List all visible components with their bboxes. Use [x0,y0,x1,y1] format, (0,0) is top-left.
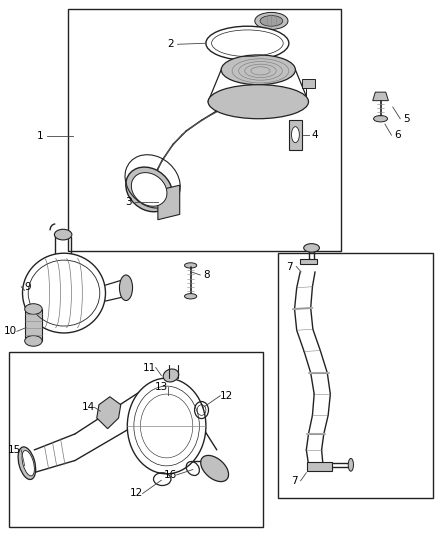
Text: 2: 2 [168,39,174,49]
Polygon shape [158,185,180,220]
Ellipse shape [25,304,42,314]
Ellipse shape [131,173,167,206]
Ellipse shape [184,263,197,268]
Ellipse shape [184,294,197,299]
Text: 5: 5 [403,114,410,124]
Ellipse shape [221,55,295,85]
Ellipse shape [127,378,206,474]
Text: 12: 12 [220,391,233,401]
Polygon shape [373,92,389,101]
Ellipse shape [304,244,319,252]
Text: 11: 11 [142,362,156,373]
Text: 14: 14 [81,402,95,413]
Bar [10,352,263,527]
Ellipse shape [374,116,388,122]
Ellipse shape [126,167,173,212]
Text: 10: 10 [4,326,17,336]
Ellipse shape [22,253,106,333]
Polygon shape [289,120,302,150]
Ellipse shape [25,336,42,346]
Polygon shape [25,309,42,341]
Ellipse shape [348,458,353,471]
Text: 6: 6 [395,130,401,140]
Polygon shape [97,397,121,429]
Text: 15: 15 [8,445,21,455]
Ellipse shape [163,369,179,382]
Ellipse shape [291,127,299,143]
Ellipse shape [201,455,229,482]
Polygon shape [302,79,315,88]
Text: 12: 12 [129,489,143,498]
Ellipse shape [255,12,288,29]
Ellipse shape [54,229,72,240]
Ellipse shape [22,450,34,476]
Bar [68,9,341,251]
Text: 3: 3 [125,197,131,207]
Polygon shape [300,259,317,264]
Text: 7: 7 [286,262,293,271]
Bar [278,253,433,498]
Ellipse shape [18,447,35,480]
Text: 1: 1 [37,131,43,141]
Ellipse shape [206,26,289,60]
Ellipse shape [208,85,308,119]
Ellipse shape [260,15,283,26]
Text: 13: 13 [155,382,168,392]
Polygon shape [307,462,332,471]
Ellipse shape [120,275,133,301]
Text: 4: 4 [312,130,318,140]
Text: 16: 16 [163,470,177,480]
Text: 9: 9 [25,282,31,292]
Text: 8: 8 [204,270,210,280]
Text: 7: 7 [291,476,297,486]
